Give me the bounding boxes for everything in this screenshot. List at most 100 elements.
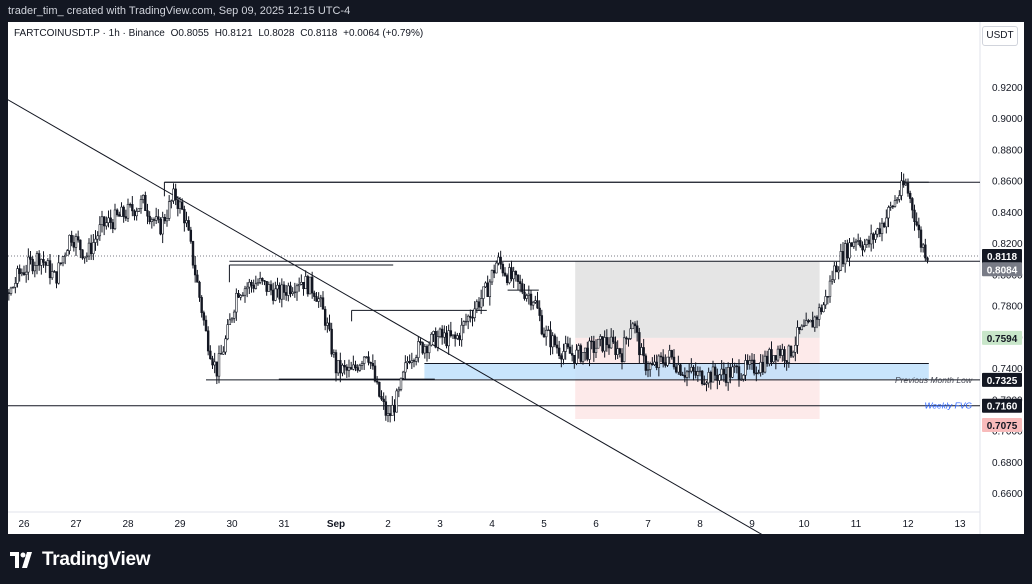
candle-body <box>189 229 193 242</box>
candle-body <box>183 208 186 224</box>
candle-body <box>700 370 704 385</box>
y-tick-label: 0.7000 <box>992 427 1023 438</box>
candle-body <box>724 373 728 383</box>
candle-body <box>856 240 860 242</box>
candle-body <box>323 308 327 326</box>
candle-body <box>924 244 927 259</box>
candle-body <box>115 209 119 215</box>
candle-body <box>50 271 54 279</box>
price-tag-text-2: 0.7594 <box>987 334 1018 345</box>
candle-body <box>583 347 587 353</box>
chart-frame[interactable]: Previous Month Low Weekly FVG 0.9200 0.9000… <box>8 22 1024 534</box>
candle-body <box>837 269 840 273</box>
candle-body <box>434 331 437 348</box>
candle-body <box>187 220 190 231</box>
candle-body <box>321 297 325 310</box>
candle-body <box>642 347 645 357</box>
candle-body <box>466 315 470 322</box>
candle-body <box>165 218 169 222</box>
candle-body <box>79 239 82 251</box>
candle-body <box>755 372 758 375</box>
candle-body <box>757 372 760 374</box>
level-label-2: Previous Month Low <box>895 375 973 385</box>
candle-body <box>284 292 288 296</box>
price-tag-text-3: 0.7325 <box>987 376 1018 387</box>
candle-body <box>486 282 489 297</box>
candle-body <box>120 206 123 217</box>
x-tick-label: 6 <box>593 519 599 530</box>
candle-body <box>276 284 279 290</box>
candle-body <box>144 194 147 211</box>
candle-body <box>378 381 381 397</box>
x-tick-label: 10 <box>798 519 810 530</box>
candle-body <box>709 372 713 383</box>
candle-body <box>531 301 535 306</box>
candle-body <box>575 349 578 364</box>
candle-body <box>759 361 762 373</box>
candle-body <box>37 253 41 266</box>
candle-body <box>458 335 461 341</box>
candle-body <box>170 200 173 203</box>
candle-body <box>464 320 468 323</box>
candle-body <box>252 285 255 289</box>
symbol-label[interactable]: FARTCOINUSDT.P · 1h · Binance <box>14 28 165 39</box>
position-target-zone[interactable] <box>575 261 820 338</box>
candle-body <box>393 404 396 413</box>
price-tag-text-5: 0.7075 <box>987 421 1018 432</box>
candle-body <box>46 260 50 266</box>
candle-body <box>388 413 392 416</box>
candle-body <box>453 334 457 339</box>
candle-body <box>848 242 851 259</box>
candle-body <box>159 218 162 235</box>
candle-body <box>42 259 45 263</box>
candle-body <box>872 233 875 240</box>
candle-body <box>607 344 611 349</box>
candle-body <box>475 301 479 310</box>
candle-body <box>577 345 580 351</box>
candle-body <box>22 272 26 275</box>
candle-body <box>202 312 206 321</box>
candle-body <box>408 361 411 363</box>
price-tag-text-4: 0.7160 <box>987 402 1018 413</box>
candle-body <box>716 374 719 381</box>
candle-body <box>551 335 554 348</box>
descending-trendline[interactable] <box>8 85 794 534</box>
price-chart[interactable]: Previous Month Low Weekly FVG 0.9200 0.9000… <box>8 22 1024 534</box>
candle-body <box>774 355 778 361</box>
candle-body <box>365 356 368 358</box>
candle-body <box>813 316 817 328</box>
currency-button[interactable]: USDT <box>982 26 1018 46</box>
candle-body <box>206 330 210 352</box>
candle-body <box>135 211 138 217</box>
candle-body <box>198 281 201 298</box>
candle-body <box>830 279 834 282</box>
x-tick-label: 31 <box>278 519 290 530</box>
candle-body <box>57 262 60 284</box>
candle-body <box>638 332 641 356</box>
attribution-text: trader_tim_ created with TradingView.com… <box>8 5 351 17</box>
tradingview-logo-icon <box>10 552 32 568</box>
x-tick-label: 2 <box>385 519 391 530</box>
candle-body <box>438 328 442 337</box>
candle-body <box>243 288 247 296</box>
candle-body <box>505 275 509 284</box>
candle-body <box>536 300 539 309</box>
candle-body <box>653 361 656 365</box>
candle-body <box>826 296 830 298</box>
attribution-bar: trader_tim_ created with TradingView.com… <box>0 0 1032 22</box>
candle-body <box>59 262 63 264</box>
candle-body <box>739 378 743 381</box>
candle-body <box>672 356 676 368</box>
candle-body <box>807 320 810 323</box>
candle-body <box>380 396 383 400</box>
candle-body <box>802 325 806 327</box>
candle-body <box>111 222 115 229</box>
candle-body <box>425 346 429 354</box>
candle-body <box>328 322 331 330</box>
candle-body <box>209 350 212 360</box>
x-tick-label: 11 <box>851 519 862 530</box>
candle-body <box>926 257 929 261</box>
candle-body <box>895 199 899 201</box>
x-tick-label: 4 <box>489 519 495 530</box>
candle-body <box>362 356 366 364</box>
